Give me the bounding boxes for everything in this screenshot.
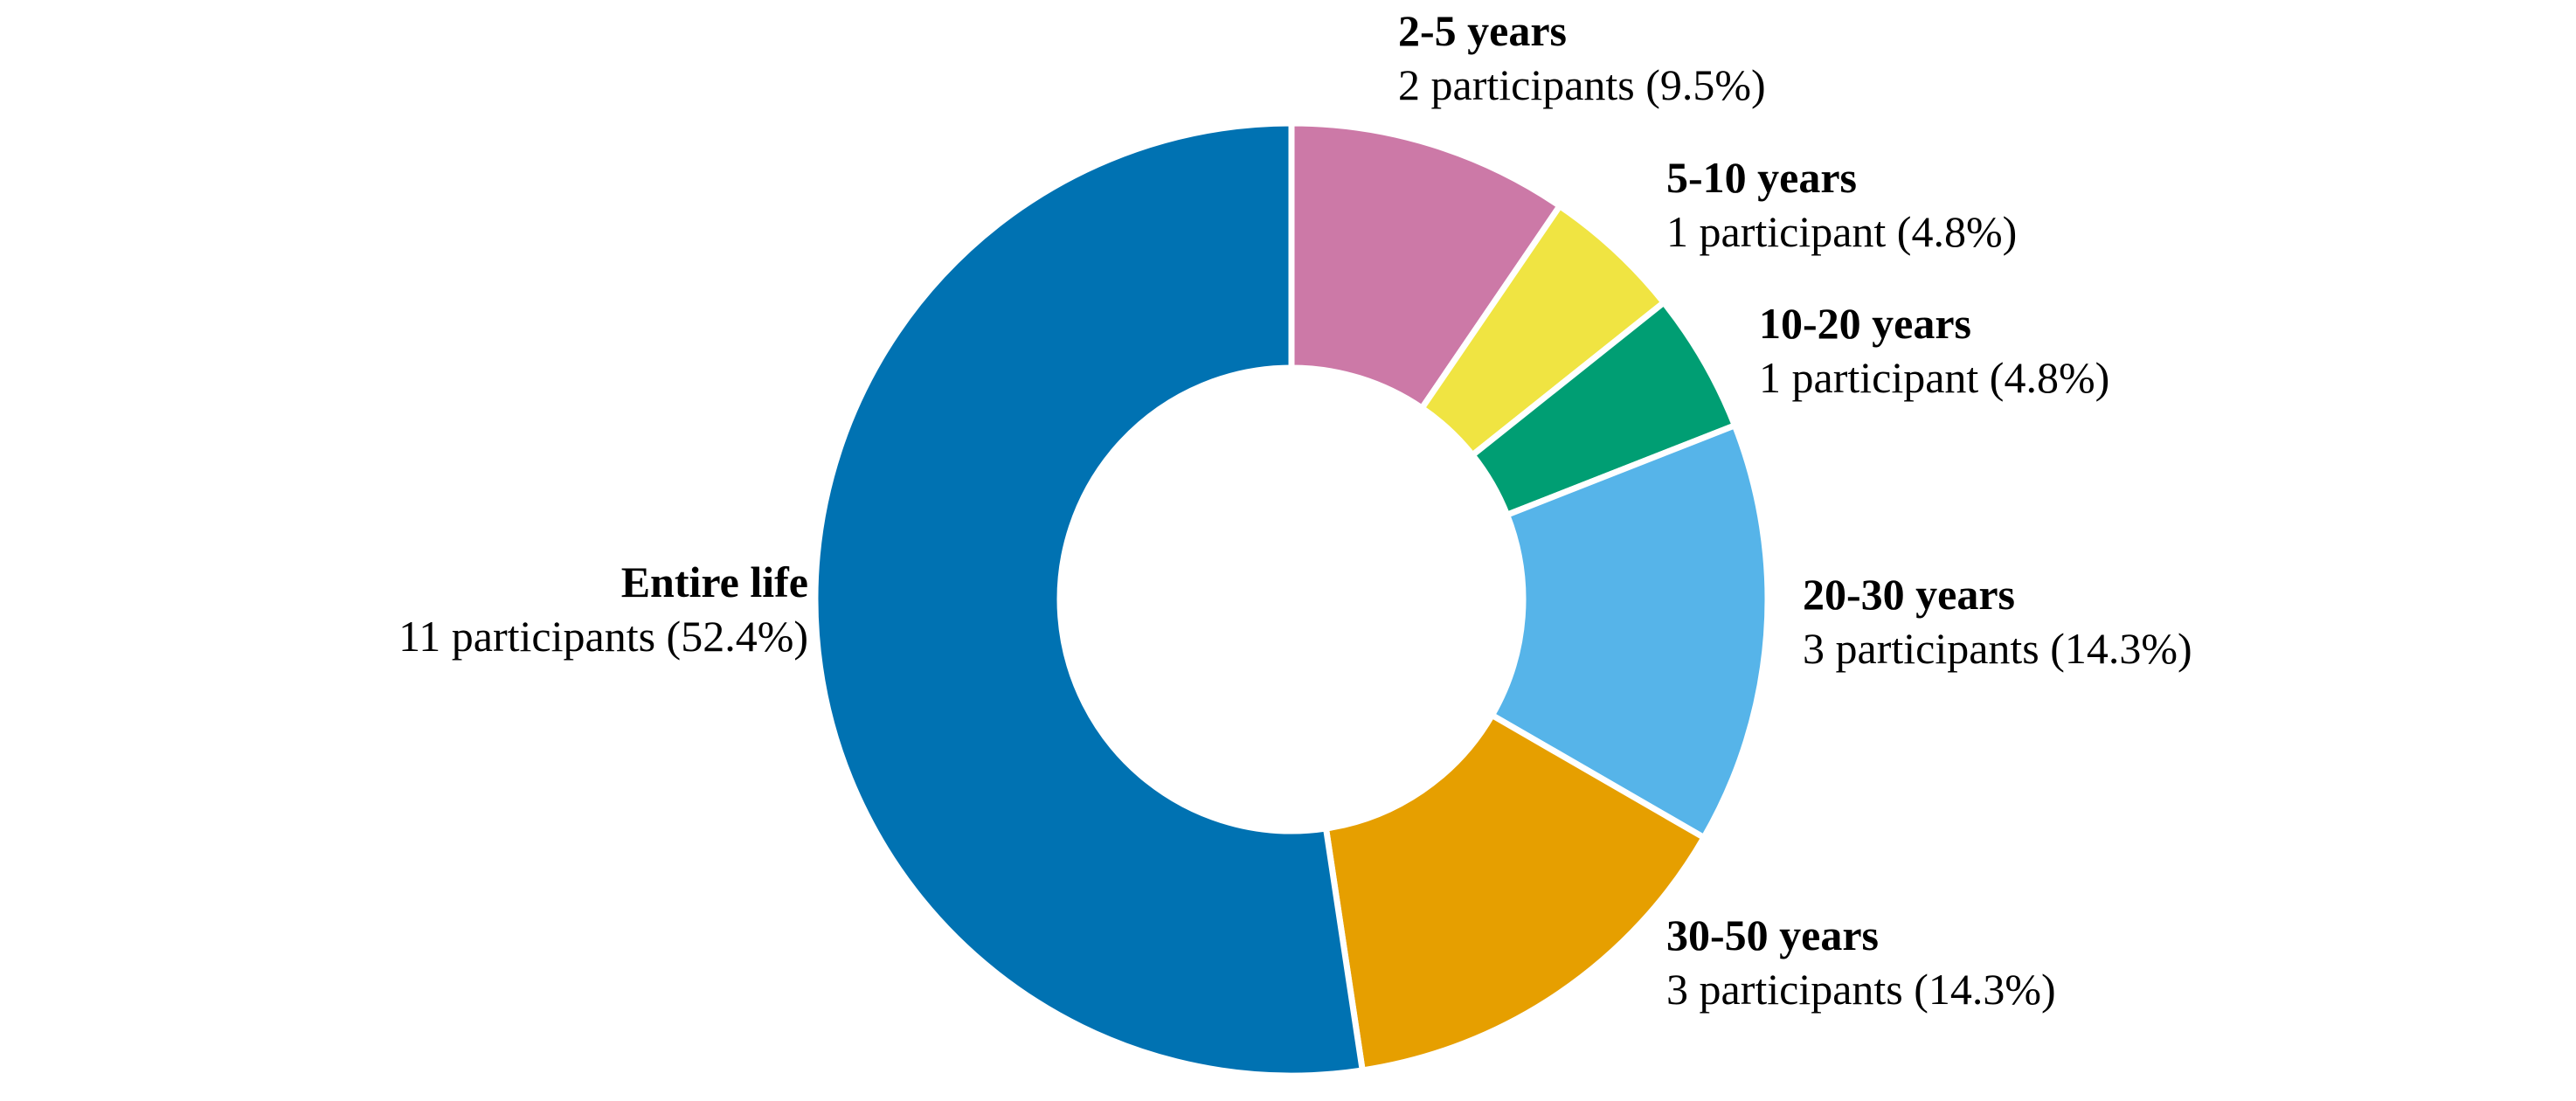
slice-labels: Entire life 11 participants (52.4%) 2-5 ye…	[398, 6, 2192, 1014]
slice-30-50-years	[1322, 710, 1708, 1074]
slice-value-10-20-years: 1 participant (4.8%)	[1759, 353, 2109, 402]
slice-label-2-5-years: 2-5 years	[1398, 6, 1567, 55]
slice-label-20-30-years: 20-30 years	[1803, 570, 2015, 619]
slice-label-5-10-years: 5-10 years	[1666, 153, 1857, 202]
slice-20-30-years	[1487, 421, 1771, 842]
slice-value-5-10-years: 1 participant (4.8%)	[1666, 207, 2017, 256]
slice-value-entire-life: 11 participants (52.4%)	[398, 612, 808, 661]
slice-label-30-50-years: 30-50 years	[1666, 911, 1879, 959]
slice-2-5-years	[1288, 120, 1564, 412]
slice-value-2-5-years: 2 participants (9.5%)	[1398, 60, 1766, 109]
donut-slices	[812, 120, 1771, 1079]
slice-entire-life	[812, 120, 1367, 1079]
slice-value-20-30-years: 3 participants (14.3%)	[1803, 624, 2192, 673]
slice-label-10-20-years: 10-20 years	[1759, 299, 1971, 348]
slice-value-30-50-years: 3 participants (14.3%)	[1666, 965, 2056, 1014]
slice-label-entire-life: Entire life	[621, 557, 808, 606]
